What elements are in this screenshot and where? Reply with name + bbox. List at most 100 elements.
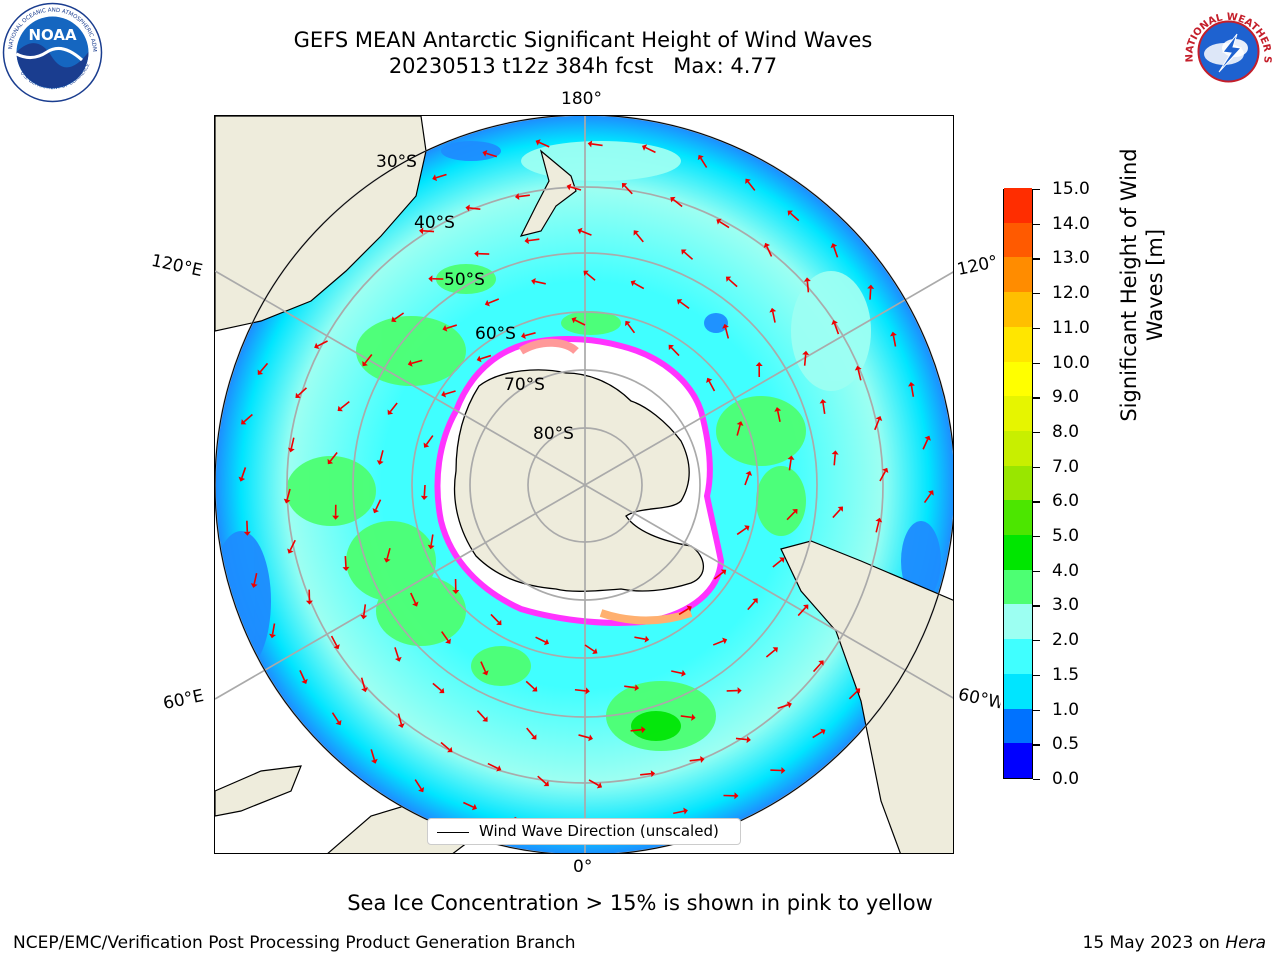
wave-direction-arrow [668, 344, 680, 357]
wave-direction-arrow [802, 350, 810, 366]
wave-direction-arrow [630, 726, 646, 734]
wave-direction-arrow [314, 340, 328, 350]
wave-direction-arrow [305, 589, 313, 605]
lon-label-lower-right: 60°W [956, 684, 1003, 714]
wave-direction-arrow [670, 196, 683, 208]
colorbar-tick-label: 5.0 [1052, 526, 1080, 547]
legend-label: Wind Wave Direction (unscaled) [479, 822, 719, 840]
wave-direction-arrow [908, 381, 915, 397]
colorbar-tick-label: 1.0 [1052, 699, 1080, 720]
wave-direction-arrow [463, 801, 477, 811]
wave-direction-arrow [624, 684, 640, 692]
colorbar-title-line1: Significant Height of Wind [1117, 148, 1141, 422]
wave-direction-arrow [875, 517, 883, 533]
wave-direction-arrow [537, 775, 549, 787]
colorbar-tick-label: 15.0 [1052, 179, 1090, 199]
wave-direction-arrow [765, 647, 778, 658]
wave-direction-arrow [745, 178, 756, 191]
wave-direction-arrow [521, 332, 536, 339]
footer-date-text: 15 May 2023 on [1082, 933, 1226, 953]
legend-line-swatch [437, 832, 469, 834]
wave-direction-arrow [571, 316, 586, 326]
colorbar-tick [1033, 605, 1040, 607]
colorbar-segment [1004, 291, 1032, 327]
wave-direction-arrow [786, 508, 798, 521]
wave-direction-arrow [769, 307, 777, 323]
wave-direction-arrow [755, 361, 763, 377]
wave-direction-arrow [337, 401, 350, 412]
wave-direction-arrow [397, 713, 405, 729]
colorbar-segment [1004, 742, 1032, 778]
lon-label-upper-left: 120°E [149, 250, 205, 282]
graticule [215, 116, 953, 853]
nws-logo: NATIONAL WEATHER SERVICE [1175, 0, 1278, 101]
wave-direction-arrow [634, 635, 650, 643]
colorbar-segment [1004, 499, 1032, 536]
wave-direction-arrow [360, 677, 368, 693]
colorbar-tick [1033, 189, 1040, 191]
colorbar-tick-label: 2.0 [1052, 630, 1080, 651]
colorbar-segment [1004, 256, 1032, 293]
colorbar-title: Significant Height of Wind Waves [m] [1116, 85, 1168, 485]
wave-direction-arrow [578, 734, 594, 742]
wave-direction-arrow [287, 437, 295, 453]
wave-direction-arrow [803, 277, 811, 293]
footer-date: 15 May 2023 on Hera [1083, 933, 1267, 953]
colorbar-segment [1004, 708, 1032, 744]
colorbar-tick-label: 1.5 [1052, 664, 1080, 685]
wave-direction-arrow [676, 299, 690, 310]
lat-label-30s: 30°S [376, 152, 417, 172]
wave-direction-arrow [283, 488, 291, 504]
wave-direction-arrow [387, 402, 398, 415]
colorbar-tick-label: 7.0 [1052, 456, 1080, 477]
colorbar-tick-label: 8.0 [1052, 421, 1080, 442]
wave-direction-arrow [678, 605, 692, 616]
wave-direction-arrow [819, 399, 827, 415]
wave-direction-arrow [414, 779, 425, 793]
colorbar-tick [1033, 466, 1040, 468]
wave-direction-arrow [482, 149, 498, 158]
chart-subtitle: 20230513 t12z 384h fcst Max: 4.77 [388, 54, 778, 78]
wave-direction-arrow [420, 484, 428, 500]
colorbar-tick-label: 13.0 [1052, 248, 1090, 269]
wave-direction-arrow [588, 779, 603, 789]
wave-direction-arrow [890, 331, 897, 347]
colorbar-tick [1033, 674, 1040, 677]
wave-direction-arrow [832, 506, 843, 519]
wave-direction-arrow [331, 712, 342, 726]
wave-direction-arrow [716, 218, 730, 229]
wave-direction-arrow [370, 749, 378, 764]
wave-direction-arrow [774, 407, 782, 422]
wave-direction-arrow [287, 539, 296, 554]
wave-direction-arrow [830, 243, 839, 258]
wave-direction-arrow [874, 415, 883, 431]
wave-direction-arrow [394, 647, 402, 662]
wave-height-patches [215, 141, 941, 751]
wave-direction-arrow [342, 556, 350, 572]
wave-direction-arrow [736, 525, 750, 536]
wave-direction-arrow [419, 227, 435, 235]
colorbar-tick [1033, 744, 1040, 746]
wave-direction-arrow [625, 320, 636, 334]
lon-label-top: 180° [561, 89, 602, 109]
wave-direction-arrow [525, 680, 538, 692]
colorbar-segment [1004, 673, 1032, 709]
wave-direction-arrow [879, 467, 889, 482]
noaa-logo-text: NOAA [28, 26, 77, 44]
wave-direction-arrow [577, 227, 592, 236]
lat-label-60s: 60°S [475, 324, 516, 344]
chart-title: GEFS MEAN Antarctic Significant Height o… [293, 28, 873, 52]
wave-direction-arrow [442, 324, 458, 332]
wave-direction-arrow [630, 280, 645, 290]
colorbar-tick-label: 11.0 [1052, 317, 1090, 338]
lon-label-bottom: 0° [573, 857, 593, 877]
wave-direction-arrow [680, 713, 696, 721]
wave-direction-arrow [474, 250, 490, 258]
wave-direction-arrow [744, 470, 753, 486]
colorbar-segment [1004, 534, 1032, 570]
wave-direction-arrow [848, 688, 861, 700]
wave-direction-arrow [574, 687, 590, 695]
wave-direction-arrow [360, 604, 368, 620]
wave-direction-arrow [441, 631, 451, 644]
wave-direction-arrow [735, 736, 751, 744]
